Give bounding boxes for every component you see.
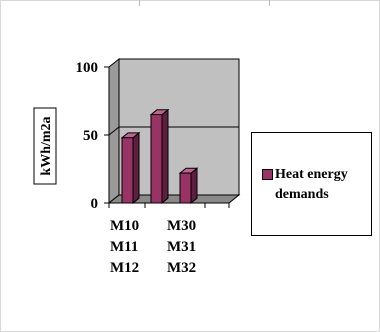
x-tick-label: M30 [167, 218, 196, 234]
legend: Heat energy demands [251, 132, 372, 236]
bar [120, 131, 141, 205]
legend-label: Heat energy demands [275, 167, 348, 202]
bar-side [161, 108, 169, 205]
y-axis-title: kWh/m2a [33, 107, 57, 185]
x-tick-label: M11 [110, 239, 138, 255]
gridlines [108, 126, 239, 136]
bar-front [150, 114, 163, 204]
bar [149, 108, 170, 205]
y-axis-title-box [33, 107, 57, 185]
bar-front [121, 137, 134, 204]
bar-front [179, 172, 192, 204]
axes [104, 66, 230, 208]
bar [178, 167, 199, 205]
x-tick-label: M10 [110, 218, 139, 234]
bar-side [190, 167, 198, 205]
axis-labels: 0 50 100 kWh/m2a M10 M11 M12 M30 M31 M32 [33, 60, 196, 276]
gridline [108, 126, 120, 136]
y-tick-label: 0 [91, 196, 99, 212]
bar-side [132, 131, 140, 205]
legend-swatch [262, 169, 273, 180]
x-tick-label: M32 [167, 260, 196, 276]
y-tick-label: 100 [76, 60, 99, 76]
x-tick-label: M12 [110, 260, 139, 276]
x-tick-label: M31 [167, 239, 196, 255]
y-tick-label: 50 [83, 128, 98, 144]
top-tick-mark [139, 0, 140, 6]
top-tick-mark [269, 0, 270, 6]
y-axis-title-text: kWh/m2a [39, 116, 54, 175]
